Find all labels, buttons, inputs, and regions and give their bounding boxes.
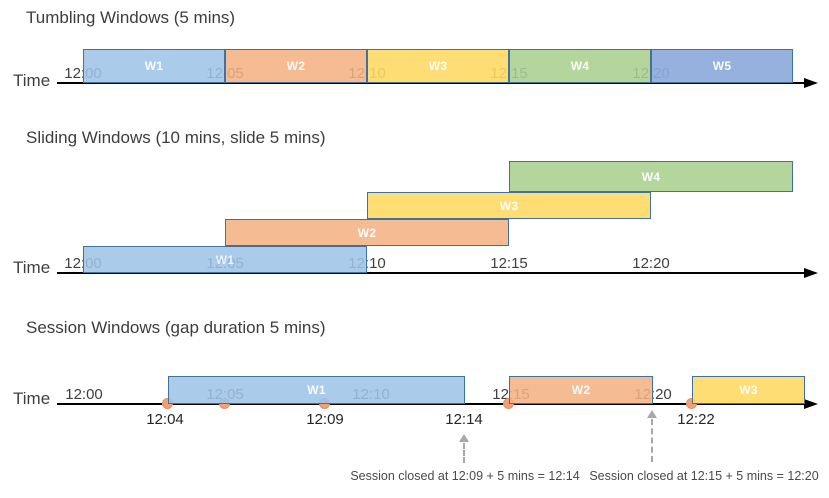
tumbling-time-axis <box>57 82 805 84</box>
tumbling-time-axis-label: Time <box>13 71 51 90</box>
session-axis-arrow-icon <box>804 399 818 409</box>
callout-arrow-icon <box>647 410 657 418</box>
session-event-label-1204: 12:04 <box>146 411 184 428</box>
tumbling-window-w3: W3 <box>367 49 509 83</box>
session-window-w3: W3 <box>692 376 805 404</box>
window-label: W3 <box>499 198 519 213</box>
window-label: W2 <box>571 383 591 397</box>
window-label: W2 <box>357 225 377 240</box>
window-label: W3 <box>739 383 758 397</box>
session-window-w1: W1 <box>168 376 465 404</box>
tumbling-window-w1: W1 <box>83 49 225 83</box>
sliding-tick-1220: 12:20 <box>632 255 670 272</box>
sliding-time-axis <box>57 272 805 274</box>
session-time-axis-label: Time <box>13 389 51 408</box>
window-label: W2 <box>286 59 306 73</box>
session-window-w2: W2 <box>509 376 653 404</box>
window-label: W5 <box>712 59 732 73</box>
sliding-tick-1215: 12:15 <box>490 255 528 272</box>
session-event-label-1209: 12:09 <box>306 411 344 428</box>
tumbling-window-w4: W4 <box>509 49 651 83</box>
session-closed-annotation-2: Session closed at 12:15 + 5 mins = 12:20 <box>589 469 819 483</box>
tumbling-window-w5: W5 <box>651 49 793 83</box>
window-label: W1 <box>215 252 235 267</box>
sliding-window-w4: W4 <box>509 161 793 192</box>
tumbling-title: Tumbling Windows (5 mins) <box>26 8 236 27</box>
session-time-axis <box>57 403 805 405</box>
sliding-window-w3: W3 <box>367 192 651 219</box>
callout-arrow-icon <box>459 434 469 442</box>
session-closed-annotation-1: Session closed at 12:09 + 5 mins = 12:14 <box>350 469 580 483</box>
window-label: W4 <box>570 59 590 73</box>
callout-arrow-stem <box>463 443 465 463</box>
sliding-axis-arrow-icon <box>804 268 818 278</box>
window-label: W1 <box>307 383 326 397</box>
sliding-title: Sliding Windows (10 mins, slide 5 mins) <box>26 128 326 147</box>
session-tick-1200: 12:00 <box>65 386 103 403</box>
window-label: W3 <box>428 59 448 73</box>
session-title: Session Windows (gap duration 5 mins) <box>26 318 326 337</box>
session-event-label-1214: 12:14 <box>445 411 483 428</box>
callout-arrow-stem <box>651 419 653 462</box>
sliding-time-axis-label: Time <box>13 258 51 277</box>
window-label: W1 <box>144 59 164 73</box>
sliding-window-w2: W2 <box>225 219 509 246</box>
window-label: W4 <box>641 169 661 184</box>
sliding-window-w1: W1 <box>83 246 367 273</box>
tumbling-axis-arrow-icon <box>804 78 818 88</box>
session-event-label-1222: 12:22 <box>677 411 715 428</box>
tumbling-window-w2: W2 <box>225 49 367 83</box>
